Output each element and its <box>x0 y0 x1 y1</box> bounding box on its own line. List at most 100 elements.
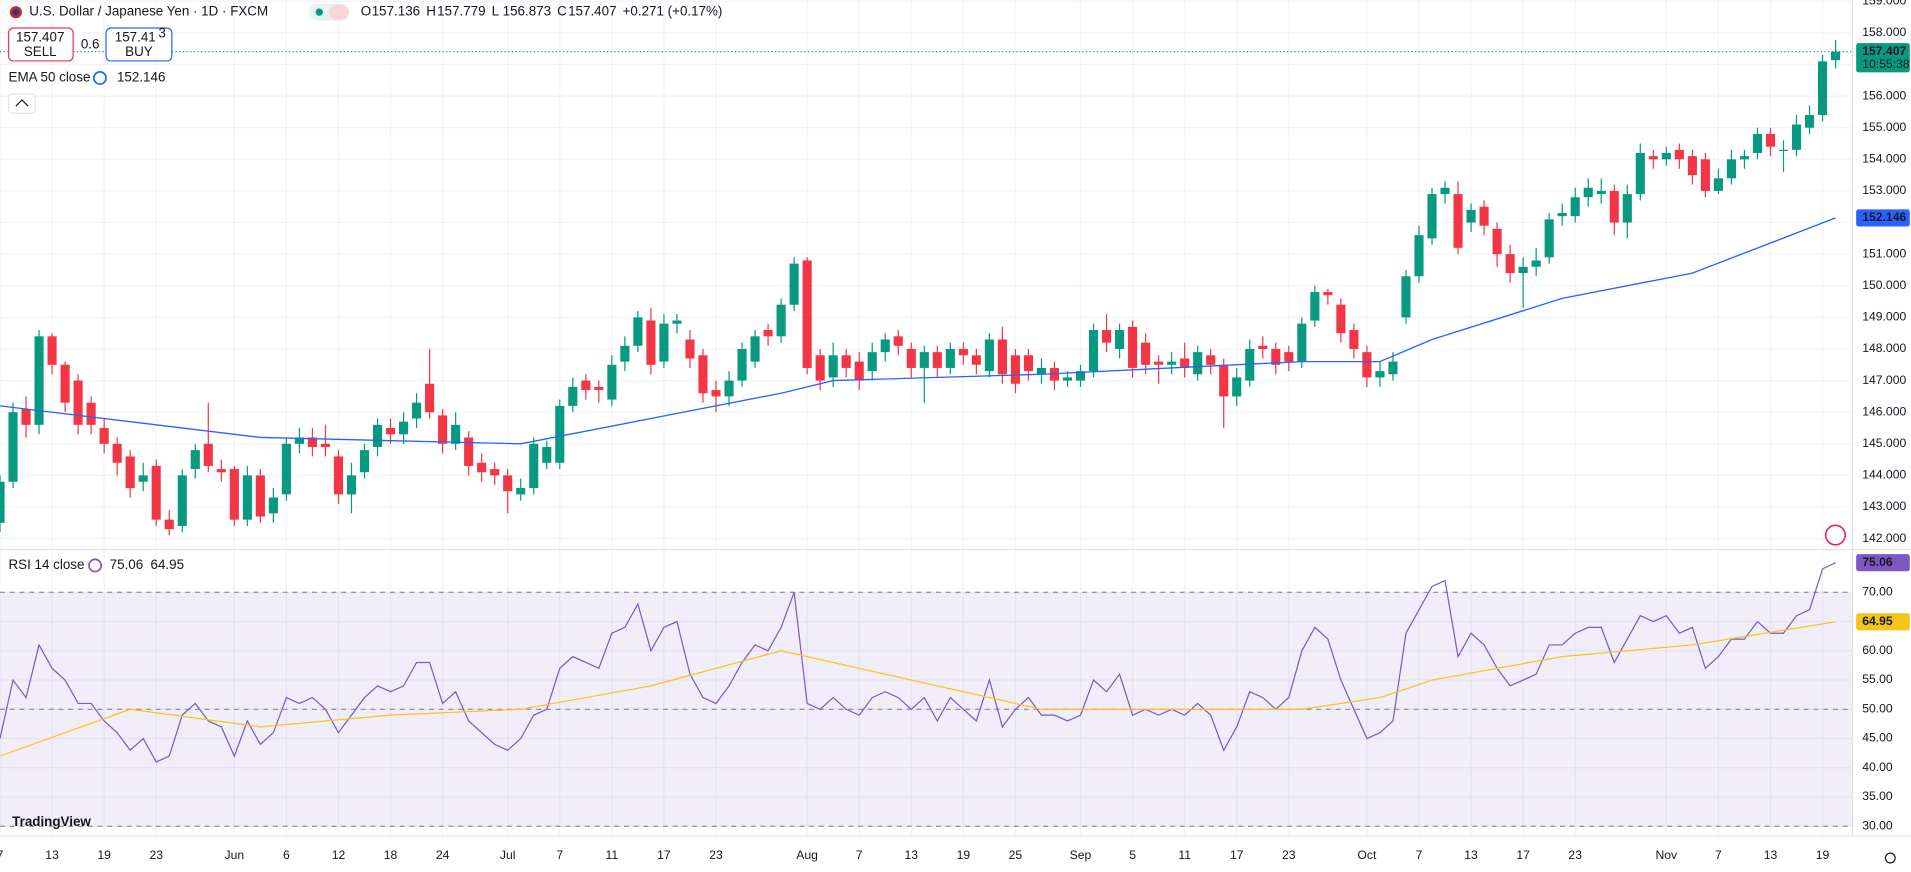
collapse-button[interactable] <box>7 93 36 114</box>
candle-body <box>425 383 435 413</box>
candle-body <box>529 443 539 489</box>
candle-body <box>958 348 968 356</box>
x-tick-label: Jun <box>225 848 245 862</box>
y-tick-label: 30.00 <box>1862 819 1893 833</box>
candle-body <box>815 355 825 381</box>
x-tick-label: 7 <box>556 848 563 862</box>
y-tick-label: 35.00 <box>1862 789 1893 803</box>
candle-body <box>138 475 148 482</box>
candle-body <box>776 304 786 337</box>
rsi-badge <box>1856 554 1910 572</box>
buy-button[interactable] <box>105 27 173 62</box>
ohlc-label: L <box>492 4 499 19</box>
candle-body <box>294 437 304 444</box>
candle-body <box>880 339 890 353</box>
x-tick-label: 13 <box>1764 848 1778 862</box>
candle-body <box>1075 371 1086 381</box>
candle-body <box>216 469 226 473</box>
ohlc-label: H <box>426 4 436 19</box>
buy-price-sup: 3 <box>158 26 165 41</box>
candle-body <box>828 355 838 378</box>
candle-body <box>1271 348 1281 365</box>
y-tick-label: 50.00 <box>1862 702 1893 716</box>
y-tick-label: 143.000 <box>1862 499 1906 513</box>
candle-body <box>1062 377 1073 381</box>
candle-body <box>73 380 83 425</box>
y-tick-label: 142.000 <box>1862 531 1906 545</box>
candle-body <box>1596 190 1606 195</box>
candle-body <box>711 390 721 397</box>
spread: 0.6 <box>81 37 100 52</box>
candle-body <box>1700 159 1710 191</box>
rsi-value: 64.95 <box>151 557 185 572</box>
candle-body <box>1167 361 1177 365</box>
candle-body <box>203 443 213 466</box>
candle-body <box>1010 355 1020 384</box>
y-tick-label: 148.000 <box>1862 341 1906 355</box>
y-tick-label: 70.00 <box>1862 585 1893 599</box>
candle-body <box>1180 358 1190 368</box>
settings-icon[interactable] <box>88 558 103 573</box>
x-tick-label: 19 <box>1816 848 1830 862</box>
candle-body <box>581 380 591 391</box>
y-tick-label: 144.000 <box>1862 468 1906 482</box>
candle-body <box>164 519 174 530</box>
x-tick-label: 23 <box>1568 848 1582 862</box>
last-price-badge-countdown: 10:55:38 <box>1862 57 1910 71</box>
candle-body <box>594 386 604 391</box>
candle-body <box>242 475 252 520</box>
candle-body <box>346 475 357 495</box>
candle-body <box>620 345 630 362</box>
candle-body <box>1375 371 1385 378</box>
candle-body <box>841 355 851 368</box>
candle-body <box>1492 228 1502 255</box>
candle-body <box>0 481 5 523</box>
candle-body <box>86 402 96 425</box>
y-tick-label: 151.000 <box>1862 246 1906 260</box>
candle-body <box>372 424 383 447</box>
candle-body <box>1531 260 1541 267</box>
candle-body <box>1713 178 1723 191</box>
status-icon <box>329 4 349 20</box>
settings-icon[interactable] <box>1884 852 1896 864</box>
candle-body <box>906 348 916 368</box>
candle-body <box>1349 330 1359 349</box>
y-tick-label: 154.000 <box>1862 152 1906 166</box>
candle-body <box>802 260 812 368</box>
y-tick-label: 156.000 <box>1862 88 1906 102</box>
candle-body <box>1674 149 1684 160</box>
candle-body <box>451 424 461 444</box>
x-tick-label: 18 <box>384 848 398 862</box>
candle-body <box>307 437 317 447</box>
candle-body <box>190 450 200 470</box>
x-tick-label: 19 <box>957 848 971 862</box>
candle-body <box>971 355 981 365</box>
candle-body <box>1206 355 1216 365</box>
collapse-icon <box>15 99 29 107</box>
alert-icon[interactable] <box>1824 524 1846 546</box>
x-tick-label: 11 <box>606 848 619 862</box>
candle-body <box>1648 156 1658 160</box>
candle-body <box>399 421 409 435</box>
candle-body <box>568 386 578 406</box>
candle-body <box>1778 149 1789 152</box>
x-tick-label: 12 <box>332 848 346 862</box>
sell-button[interactable] <box>7 27 74 62</box>
settings-icon[interactable] <box>92 71 107 85</box>
y-tick-label: 149.000 <box>1862 310 1906 324</box>
y-tick-label: 146.000 <box>1862 404 1906 418</box>
x-tick-label: Jul <box>500 848 516 862</box>
x-tick-label: 17 <box>1516 848 1530 862</box>
symbol-title: U.S. Dollar / Japanese Yen · 1D · FXCM <box>29 4 268 19</box>
candle-body <box>60 364 70 403</box>
x-tick-label: 6 <box>283 848 290 862</box>
y-tick-label: 147.000 <box>1862 373 1906 387</box>
candle-body <box>464 437 474 466</box>
candle-body <box>984 339 994 372</box>
y-tick-label: 40.00 <box>1862 760 1893 774</box>
candle-body <box>1336 304 1346 334</box>
candle-body <box>1687 156 1697 176</box>
candle-body <box>1466 209 1476 223</box>
buy-price: 157.41 <box>115 29 156 44</box>
